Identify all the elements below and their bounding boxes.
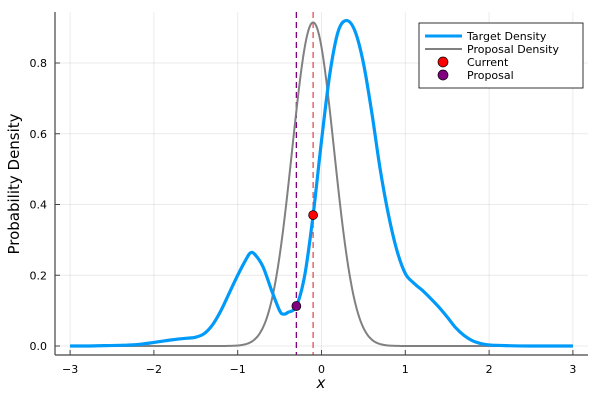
- x-tick-label: 1: [402, 363, 409, 376]
- y-tick-label: 0.0: [30, 340, 48, 353]
- x-tick-label: 3: [569, 363, 576, 376]
- legend-current-marker: [437, 56, 449, 68]
- y-axis-label: Probability Density: [5, 113, 23, 254]
- x-tick-label: −2: [146, 363, 162, 376]
- target-density-line: [70, 18, 573, 348]
- x-axis-label: x: [316, 374, 326, 392]
- legend-target-label: Target Density: [466, 30, 547, 43]
- x-tick-label: 0: [318, 363, 325, 376]
- legend-current-label: Current: [467, 56, 509, 69]
- y-tick-label: 0.8: [30, 57, 48, 70]
- legend-proposal-density-label: Proposal Density: [467, 43, 559, 56]
- ticks: −3 −2 −1 0 1 2 3 0.0 0.2 0.4 0.6 0.8: [30, 57, 577, 376]
- x-tick-label: −1: [230, 363, 246, 376]
- curves: [70, 18, 573, 348]
- x-tick-label: 2: [486, 363, 493, 376]
- legend-proposal-label: Proposal: [467, 69, 514, 82]
- vertical-lines: [295, 12, 314, 355]
- points: [291, 210, 318, 311]
- proposal-point: [291, 301, 302, 311]
- y-tick-label: 0.2: [30, 269, 48, 282]
- legend-proposal-marker: [437, 69, 449, 81]
- y-tick-label: 0.6: [30, 128, 48, 141]
- y-tick-label: 0.4: [30, 199, 48, 212]
- current-point: [308, 210, 318, 220]
- legend: Target Density Proposal Density Current …: [418, 22, 584, 89]
- x-tick-label: −3: [62, 363, 78, 376]
